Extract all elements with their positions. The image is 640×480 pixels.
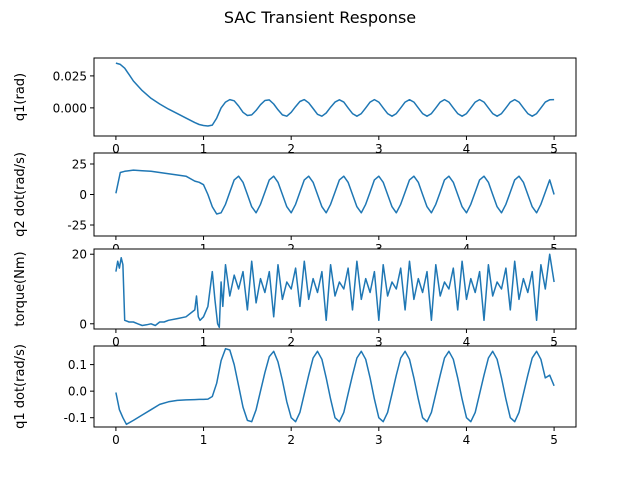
axes-frame-q1-dot [93,345,577,428]
chart-title: SAC Transient Response [224,8,416,27]
x-tick-label-q1: 1 [200,142,208,156]
x-tick-label-q1-dot: 1 [200,433,208,447]
x-tick-label-q1: 4 [463,142,471,156]
y-tick-label-torque: 20 [72,248,87,262]
y-tick-label-q1: 0.000 [53,101,87,115]
subplot-q1: 0 1 2 3 4 5 0.025 0.000 q1(rad) [13,57,577,156]
y-tick-label-q2-dot: 0 [79,188,87,202]
x-tick-label-torque: 4 [463,335,471,349]
series-line-torque [115,253,555,329]
x-tick-label-q1-dot: 5 [550,433,558,447]
series-line-q1-dot [115,347,555,426]
x-tick-label-torque: 5 [550,335,558,349]
axes-frame-q1 [93,57,577,137]
x-tick-label-torque: 1 [200,335,208,349]
y-axis-label-q1-dot: q1 dot(rad/s) [13,344,28,429]
y-tick-label-q1-dot: -0.1 [64,411,87,425]
x-tick-label-torque: 3 [375,335,383,349]
x-tick-label-q1-dot: 3 [375,433,383,447]
y-axis-label-q1: q1(rad) [13,73,28,121]
series-line-q2-dot [115,169,555,215]
axes-frame-q2-dot [93,152,577,237]
y-axis-label-q2-dot: q2 dot(rad/s) [13,152,28,237]
axes-frame-torque [93,248,577,330]
y-tick-label-q1-dot: 0.1 [68,358,87,372]
subplot-q1-dot: 0 1 2 3 4 5 0.1 0.0 -0.1 q1 dot(rad/s) [13,344,577,447]
x-tick-label-q1: 5 [550,142,558,156]
y-tick-label-q2-dot: 25 [72,157,87,171]
x-tick-label-torque: 2 [287,335,295,349]
x-tick-label-q1-dot: 2 [287,433,295,447]
y-tick-label-q1-dot: 0.0 [68,385,87,399]
x-tick-label-q1: 0 [112,142,120,156]
y-tick-label-torque: 0 [79,317,87,331]
x-tick-label-torque: 0 [112,335,120,349]
y-tick-label-q2-dot: -25 [67,219,87,233]
x-tick-label-q1-dot: 4 [463,433,471,447]
y-tick-label-q1: 0.025 [53,69,87,83]
series-line-q1 [115,62,555,127]
subplot-torque: 0 1 2 3 4 5 20 0 torque(Nm) [13,248,577,349]
x-tick-label-q1-dot: 0 [112,433,120,447]
x-tick-label-q1: 2 [287,142,295,156]
x-tick-label-q1: 3 [375,142,383,156]
y-axis-label-torque: torque(Nm) [13,251,28,326]
